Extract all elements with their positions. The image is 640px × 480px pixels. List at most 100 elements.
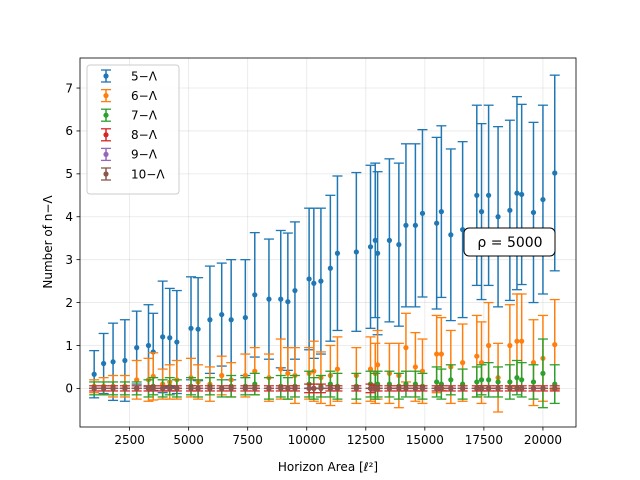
data-point — [495, 385, 501, 391]
data-point — [367, 244, 374, 250]
data-point — [396, 385, 402, 391]
data-point — [419, 368, 426, 374]
plot-frame — [79, 57, 577, 428]
data-point — [552, 170, 558, 176]
data-point — [519, 385, 525, 391]
data-point — [507, 207, 513, 213]
legend-label: 5−Λ — [131, 69, 158, 83]
data-point — [434, 379, 440, 385]
data-point — [353, 385, 359, 391]
data-point — [478, 377, 485, 383]
data-point — [252, 385, 258, 391]
data-point — [195, 326, 201, 332]
data-point — [242, 372, 248, 379]
data-point — [101, 385, 107, 391]
data-point — [474, 379, 480, 385]
legend-marker-icon — [103, 171, 109, 177]
data-point — [507, 385, 513, 391]
x-tick-label: 20000 — [524, 433, 562, 447]
legend-marker-icon — [103, 132, 109, 138]
data-point — [327, 265, 333, 271]
data-point — [514, 190, 520, 196]
data-point — [495, 214, 501, 220]
data-point — [167, 385, 173, 391]
data-point — [219, 385, 225, 391]
data-point — [396, 242, 402, 248]
data-point — [419, 210, 426, 216]
legend-marker-icon — [103, 93, 109, 99]
x-tick-label: 12500 — [347, 433, 385, 447]
legend-entry: 5−Λ — [101, 69, 158, 83]
y-tick-label: 4 — [65, 210, 73, 224]
legend-label: 6−Λ — [131, 89, 158, 103]
data-point — [311, 280, 317, 286]
data-point — [91, 371, 97, 377]
data-point — [122, 357, 128, 364]
data-point — [375, 250, 381, 256]
data-point — [507, 342, 513, 349]
annotation-text: ρ = 5000 — [477, 235, 542, 251]
data-point — [434, 351, 440, 357]
data-point — [474, 192, 480, 198]
data-point — [375, 385, 381, 391]
legend-entry: 9−Λ — [101, 148, 158, 162]
y-tick-label: 5 — [65, 167, 73, 181]
data-point — [266, 385, 272, 391]
y-tick-label: 0 — [65, 382, 73, 396]
x-tick-label: 2500 — [114, 433, 145, 447]
x-tick-label: 7500 — [232, 433, 263, 447]
data-point — [478, 385, 485, 391]
data-point — [460, 385, 466, 391]
data-point — [438, 351, 444, 357]
data-point — [412, 385, 418, 391]
data-point — [460, 360, 466, 366]
data-point — [318, 385, 324, 391]
data-point — [386, 385, 393, 391]
data-point — [540, 196, 546, 203]
data-point — [266, 296, 272, 302]
data-point — [530, 209, 537, 216]
data-point — [514, 375, 520, 381]
data-point — [160, 385, 166, 391]
data-point — [91, 385, 97, 391]
data-point — [386, 237, 393, 243]
legend-entry: 7−Λ — [101, 109, 158, 123]
data-point — [403, 385, 409, 391]
data-point — [434, 220, 440, 226]
data-point — [134, 385, 140, 391]
data-point — [419, 385, 426, 391]
y-tick-label: 6 — [65, 124, 73, 138]
data-point — [252, 368, 258, 374]
data-point — [285, 370, 291, 376]
data-point — [334, 366, 341, 372]
data-point — [228, 385, 234, 391]
legend-marker-icon — [103, 112, 109, 118]
data-point — [448, 377, 454, 383]
data-point — [207, 385, 213, 391]
data-point — [134, 345, 140, 351]
x-tick-label: 15000 — [406, 433, 444, 447]
data-point — [478, 209, 485, 215]
data-point — [195, 385, 201, 391]
data-point — [519, 191, 525, 198]
x-tick-label: 5000 — [173, 433, 204, 447]
data-point — [519, 377, 525, 383]
data-point — [318, 278, 324, 284]
data-point — [167, 335, 173, 341]
series-10-lambda — [89, 385, 560, 391]
data-point — [285, 299, 291, 305]
y-tick-label: 2 — [65, 296, 73, 310]
data-point — [375, 362, 381, 368]
data-point — [101, 360, 107, 367]
data-point — [540, 370, 546, 376]
data-point — [540, 385, 546, 391]
data-point — [219, 311, 225, 318]
data-point — [278, 366, 284, 372]
x-tick-label: 17500 — [465, 433, 503, 447]
annotation-frame — [463, 227, 556, 257]
data-point — [306, 276, 312, 282]
data-point — [145, 342, 152, 349]
data-point — [486, 192, 492, 198]
data-point — [242, 314, 248, 321]
legend-frame — [86, 64, 180, 195]
